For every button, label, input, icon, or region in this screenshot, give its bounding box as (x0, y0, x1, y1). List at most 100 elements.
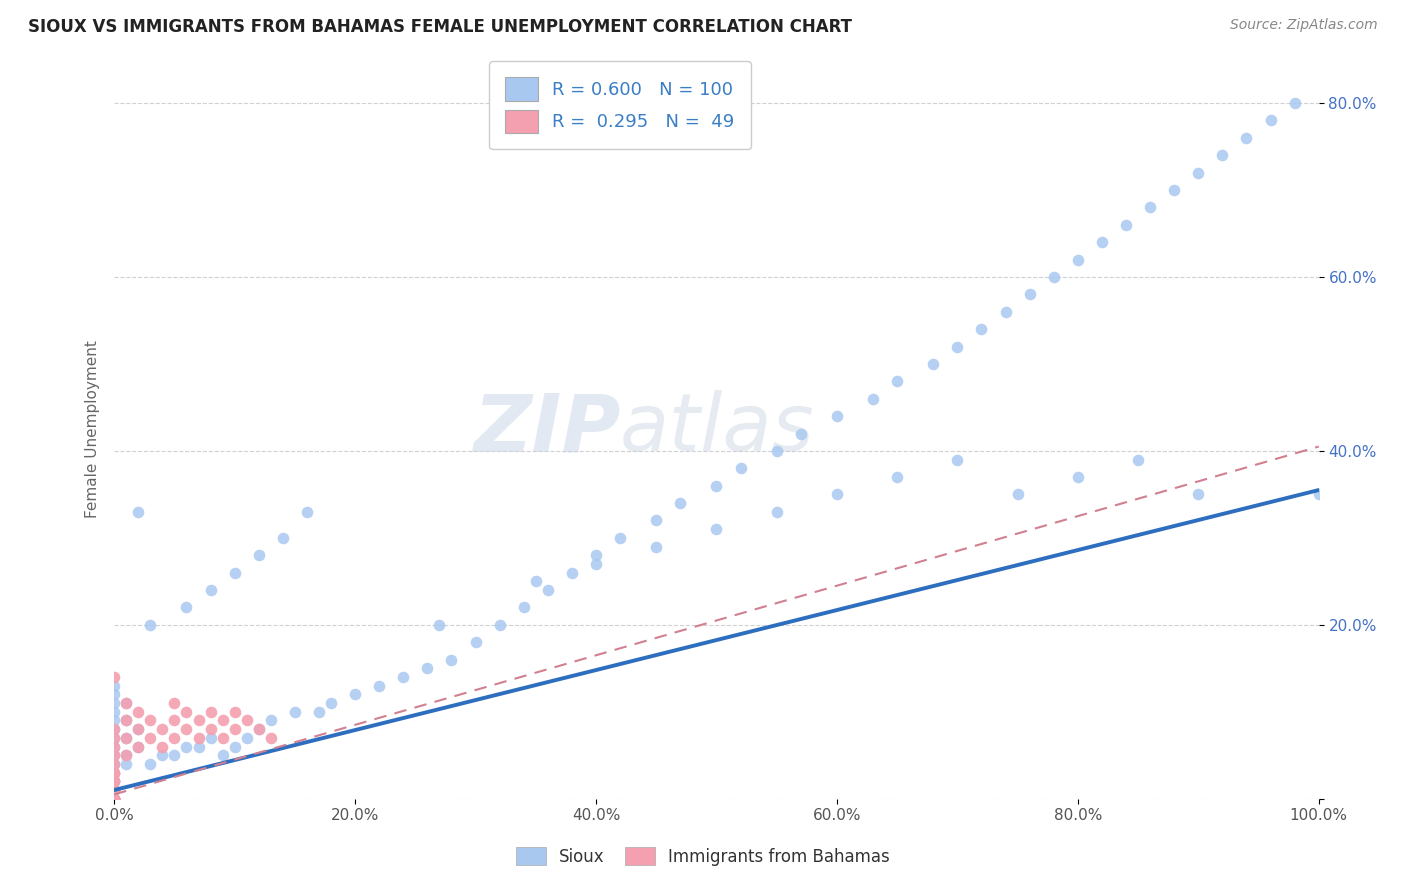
Point (319, 696, 342, 710)
Point (994, 305, 1017, 319)
Point (440, 652, 463, 666)
Point (103, 791, 125, 805)
Point (512, 600, 534, 615)
Point (1211, 148, 1233, 162)
Point (1067, 252, 1090, 267)
Point (103, 731, 125, 745)
Point (103, 783, 125, 797)
Point (176, 705, 198, 719)
Point (163, 748, 186, 763)
Point (139, 714, 162, 728)
Point (103, 783, 125, 797)
Point (103, 791, 125, 805)
Point (127, 722, 149, 736)
Point (1091, 235, 1114, 250)
Point (368, 679, 391, 693)
Point (247, 549, 270, 563)
Point (103, 696, 125, 710)
Point (115, 714, 138, 728)
Point (488, 617, 510, 632)
Point (946, 340, 969, 354)
Point (103, 783, 125, 797)
Point (585, 557, 607, 571)
Point (416, 661, 439, 675)
Point (187, 714, 209, 728)
Point (224, 705, 246, 719)
Point (1007, 487, 1029, 501)
Point (609, 531, 631, 545)
Point (537, 582, 560, 597)
Point (103, 765, 125, 780)
Point (127, 722, 149, 736)
Point (103, 756, 125, 771)
Point (176, 600, 198, 615)
Point (115, 748, 138, 763)
Point (260, 731, 283, 745)
Point (1067, 470, 1090, 484)
Point (103, 714, 125, 728)
Text: Source: ZipAtlas.com: Source: ZipAtlas.com (1230, 18, 1378, 32)
Point (1187, 166, 1209, 180)
Point (200, 731, 222, 745)
Point (163, 714, 186, 728)
Point (103, 791, 125, 805)
Point (825, 487, 848, 501)
Point (706, 479, 728, 493)
Point (886, 375, 908, 389)
Point (103, 791, 125, 805)
Point (103, 783, 125, 797)
Point (103, 748, 125, 763)
Point (224, 722, 246, 736)
Point (139, 617, 162, 632)
Point (235, 731, 257, 745)
Point (187, 731, 209, 745)
Point (765, 505, 787, 519)
Point (127, 705, 149, 719)
Point (103, 791, 125, 805)
Point (103, 756, 125, 771)
Point (103, 687, 125, 701)
Point (946, 452, 969, 467)
Point (211, 714, 233, 728)
Point (200, 705, 222, 719)
Point (706, 522, 728, 536)
Point (103, 670, 125, 684)
Point (1018, 287, 1040, 301)
Point (115, 756, 138, 771)
Point (115, 714, 138, 728)
Point (103, 731, 125, 745)
Text: ZIP: ZIP (472, 390, 620, 468)
Point (103, 705, 125, 719)
Legend: R = 0.600   N = 100, R =  0.295   N =  49: R = 0.600 N = 100, R = 0.295 N = 49 (489, 62, 751, 149)
Point (103, 722, 125, 736)
Point (200, 722, 222, 736)
Legend: Sioux, Immigrants from Bahamas: Sioux, Immigrants from Bahamas (503, 834, 903, 880)
Point (247, 722, 270, 736)
Point (103, 774, 125, 789)
Point (127, 505, 149, 519)
Point (790, 426, 813, 441)
Point (429, 617, 451, 632)
Point (765, 444, 787, 458)
Y-axis label: Female Unemployment: Female Unemployment (86, 340, 100, 518)
Point (211, 748, 233, 763)
Point (1236, 131, 1258, 145)
Point (176, 722, 198, 736)
Point (260, 714, 283, 728)
Point (115, 696, 138, 710)
Point (922, 357, 945, 371)
Point (103, 765, 125, 780)
Point (103, 791, 125, 805)
Point (1139, 201, 1161, 215)
Point (103, 791, 125, 805)
Point (103, 748, 125, 763)
Point (1284, 96, 1306, 111)
Point (103, 722, 125, 736)
Point (464, 635, 486, 649)
Point (1187, 487, 1209, 501)
Point (524, 574, 547, 589)
Point (127, 739, 149, 754)
Point (392, 670, 415, 684)
Point (115, 696, 138, 710)
Point (200, 582, 222, 597)
